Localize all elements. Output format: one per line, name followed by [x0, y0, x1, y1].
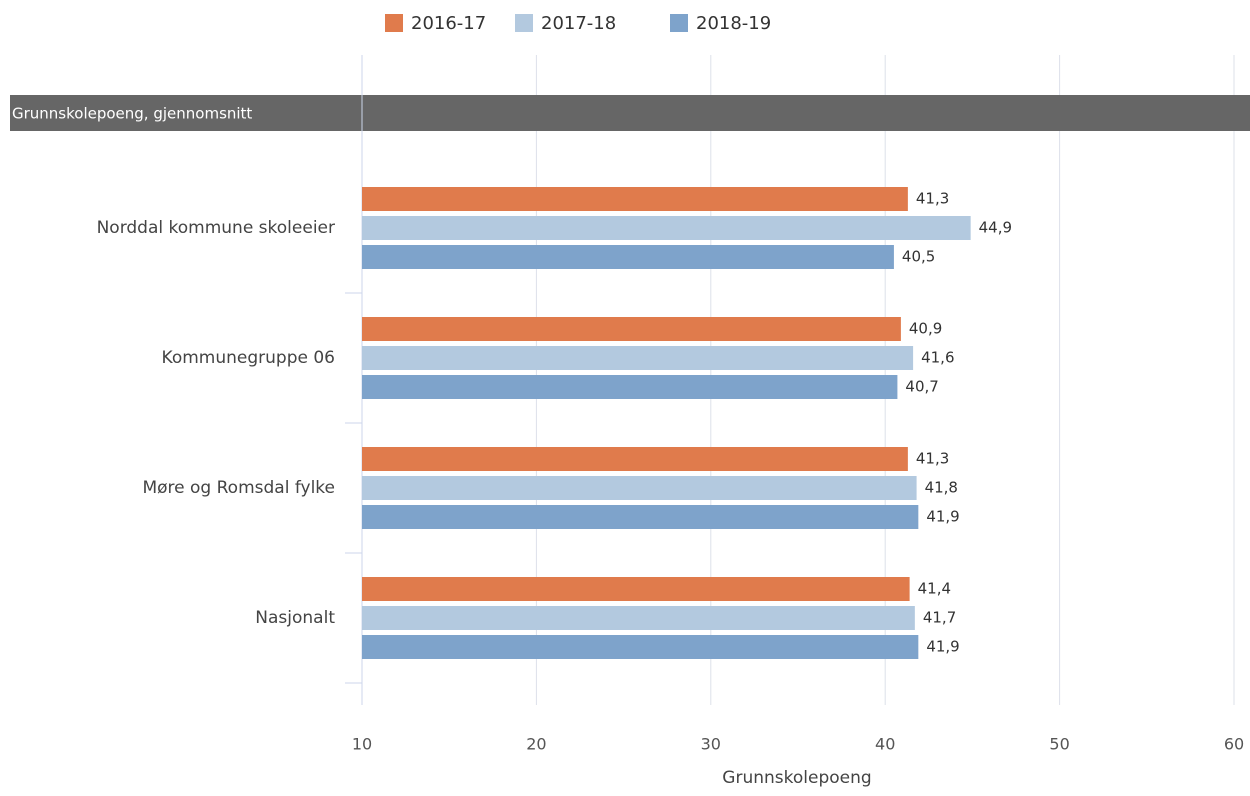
- bar: [362, 606, 915, 630]
- data-label: 44,9: [979, 219, 1012, 237]
- bar: [362, 375, 898, 399]
- x-tick-label: 30: [701, 735, 721, 754]
- bar: [362, 476, 917, 500]
- bar: [362, 317, 901, 341]
- data-label: 41,9: [926, 508, 959, 526]
- x-tick-label: 60: [1224, 735, 1244, 754]
- bar: [362, 635, 919, 659]
- x-tick-label: 40: [875, 735, 895, 754]
- bar: [362, 187, 908, 211]
- legend-swatch: [670, 14, 688, 32]
- data-label: 41,4: [918, 580, 951, 598]
- legend-swatch: [515, 14, 533, 32]
- bar: [362, 245, 894, 269]
- legend-swatch: [385, 14, 403, 32]
- data-label: 41,3: [916, 450, 949, 468]
- section-title: Grunnskolepoeng, gjennomsnitt: [12, 105, 252, 123]
- y-tick-label: Møre og Romsdal fylke: [142, 478, 335, 498]
- x-tick-label: 20: [526, 735, 546, 754]
- y-tick-label: Kommunegruppe 06: [162, 348, 335, 368]
- y-tick-label: Nasjonalt: [255, 608, 335, 628]
- x-axis-title: Grunnskolepoeng: [722, 768, 871, 788]
- data-label: 41,8: [925, 479, 958, 497]
- bar: [362, 346, 914, 370]
- bar: [362, 216, 971, 240]
- x-tick-label: 50: [1049, 735, 1069, 754]
- legend-label: 2016-17: [411, 13, 486, 34]
- data-label: 41,6: [921, 349, 954, 367]
- data-label: 41,3: [916, 190, 949, 208]
- bar: [362, 505, 919, 529]
- bar: [362, 447, 908, 471]
- y-tick-label: Norddal kommune skoleeier: [97, 218, 335, 238]
- data-label: 40,5: [902, 248, 935, 266]
- data-label: 41,7: [923, 609, 956, 627]
- x-tick-label: 10: [352, 735, 372, 754]
- legend-label: 2018-19: [696, 13, 771, 34]
- data-label: 40,7: [905, 378, 938, 396]
- data-label: 41,9: [926, 638, 959, 656]
- data-label: 40,9: [909, 320, 942, 338]
- legend-label: 2017-18: [541, 13, 616, 34]
- section-header: [10, 95, 1250, 131]
- bar: [362, 577, 910, 601]
